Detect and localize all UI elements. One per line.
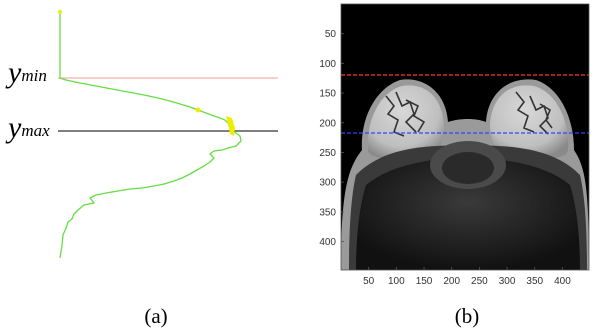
y-tick-label: 300 — [319, 178, 336, 189]
intensity-profile — [59, 10, 242, 259]
y-tick-label: 350 — [319, 207, 336, 218]
x-tick-label: 300 — [499, 276, 516, 287]
profile-marker — [195, 107, 201, 113]
x-tick-label: 350 — [526, 276, 543, 287]
x-tick-label: 50 — [363, 276, 375, 287]
y-axis-ticks: 50 100 150 200 250 300 350 400 — [319, 29, 344, 248]
x-tick-label: 400 — [554, 276, 571, 287]
caption-b: (b) — [455, 304, 480, 328]
x-tick-label: 150 — [416, 276, 433, 287]
mri-anatomy — [341, 79, 589, 270]
ymin-label: ymin — [5, 56, 47, 89]
x-tick-label: 250 — [471, 276, 488, 287]
panel-b: 50 100 150 200 250 300 350 400 50 100 150 200 250 30… — [319, 3, 590, 328]
x-tick-label: 100 — [388, 276, 405, 287]
y-tick-label: 400 — [319, 237, 336, 248]
y-tick-label: 150 — [319, 89, 336, 100]
y-tick-label: 50 — [325, 29, 337, 40]
profile-top-marker — [58, 10, 62, 14]
caption-a: (a) — [144, 304, 167, 328]
y-tick-label: 200 — [319, 118, 336, 129]
panel-a: ymin ymax (a) — [5, 10, 278, 328]
image-frame — [340, 3, 590, 271]
ymax-label: ymax — [5, 111, 50, 144]
profile-peak-highlight — [226, 116, 235, 136]
x-tick-label: 200 — [443, 276, 460, 287]
y-tick-label: 250 — [319, 148, 336, 159]
x-axis-ticks: 50 100 150 200 250 300 350 400 — [363, 267, 571, 287]
y-tick-label: 100 — [319, 59, 336, 70]
